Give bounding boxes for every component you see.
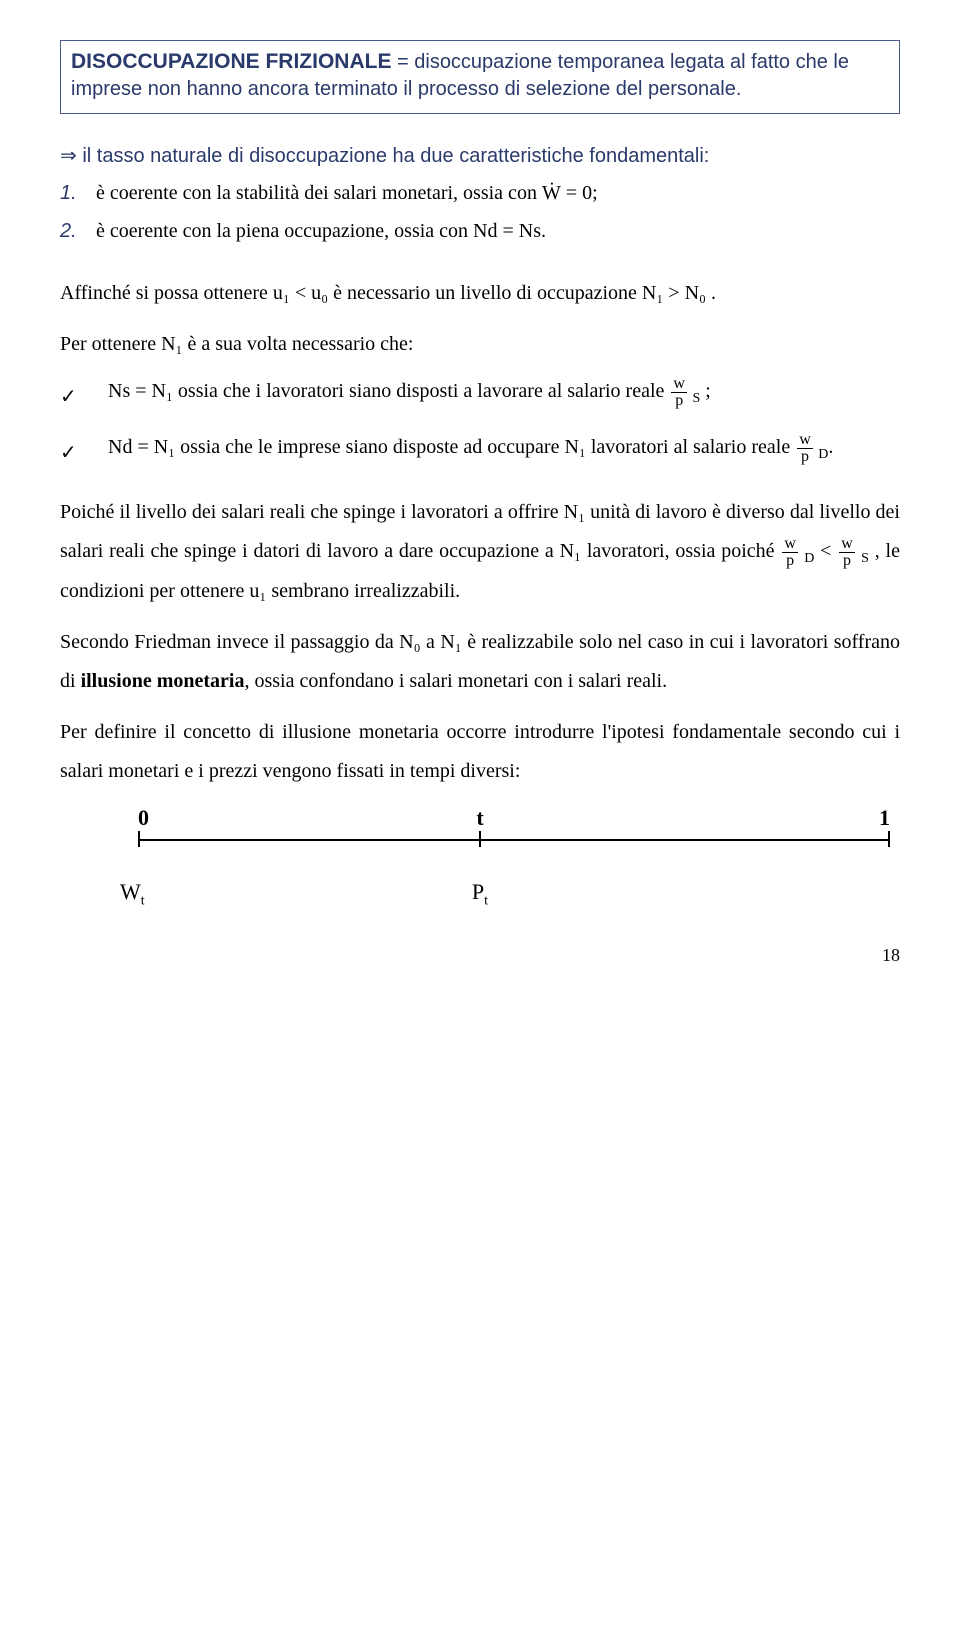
paragraph: Secondo Friedman invece il passaggio da … — [60, 623, 900, 701]
list-item: 1. è coerente con la stabilità dei salar… — [60, 174, 900, 212]
fraction-icon: wp — [782, 536, 798, 569]
fraction-icon: wp — [797, 432, 813, 465]
paragraph-text: < — [814, 540, 837, 562]
check-icon: ✓ — [60, 434, 77, 473]
subscript: S — [857, 551, 869, 566]
timeline-line — [138, 839, 890, 841]
timeline-diagram: 0 t 1 Wt Pt — [60, 805, 900, 915]
check-text: Ns = N₁ ossia che i lavoratori siano dis… — [108, 380, 669, 402]
w-dot-symbol: Ẇ — [542, 182, 561, 204]
fraction-icon: wp — [839, 536, 855, 569]
check-text: Nd = N₁ ossia che le imprese siano dispo… — [108, 436, 795, 458]
timeline-tick — [888, 831, 890, 847]
subscript: D — [815, 447, 829, 462]
timeline-label: 0 — [138, 805, 149, 831]
check-text: ; — [700, 380, 711, 402]
list-text: è coerente con la stabilità dei salari m… — [96, 182, 542, 204]
list-number: 2. — [60, 212, 77, 250]
definition-title: DISOCCUPAZIONE FRIZIONALE — [71, 50, 391, 73]
numbered-list: 1. è coerente con la stabilità dei salar… — [60, 174, 900, 250]
list-number: 1. — [60, 174, 77, 212]
paragraph: Poiché il livello dei salari reali che s… — [60, 493, 900, 611]
timeline-math: Wt — [120, 879, 145, 909]
check-icon: ✓ — [60, 378, 77, 417]
subscript: S — [689, 391, 700, 406]
fraction-icon: wp — [671, 376, 687, 409]
check-item: ✓ Nd = N₁ ossia che le imprese siano dis… — [60, 428, 900, 468]
check-text: . — [828, 436, 833, 458]
list-text: è coerente con la piena occupazione, oss… — [96, 220, 546, 242]
timeline-label: t — [476, 805, 483, 831]
definition-box: DISOCCUPAZIONE FRIZIONALE = disoccupazio… — [60, 40, 900, 114]
paragraph-text: Poiché il livello dei salari reali che s… — [60, 501, 900, 562]
list-text: = 0; — [561, 182, 598, 204]
subscript: D — [800, 551, 814, 566]
list-item: 2. è coerente con la piena occupazione, … — [60, 212, 900, 250]
check-item: ✓ Ns = N₁ ossia che i lavoratori siano d… — [60, 372, 900, 412]
timeline-tick — [479, 831, 481, 847]
bold-term: illusione monetaria — [81, 670, 245, 692]
paragraph: Per definire il concetto di illusione mo… — [60, 713, 900, 791]
paragraph-text: , ossia confondano i salari monetari con… — [244, 670, 667, 692]
intro-line: ⇒ il tasso naturale di disoccupazione ha… — [60, 142, 900, 170]
page-number: 18 — [60, 945, 900, 966]
timeline-math: Pt — [472, 879, 488, 909]
timeline-label: 1 — [879, 805, 890, 831]
timeline-tick — [138, 831, 140, 847]
paragraph: Affinché si possa ottenere u₁ < u₀ è nec… — [60, 274, 900, 313]
check-list: ✓ Ns = N₁ ossia che i lavoratori siano d… — [60, 372, 900, 469]
paragraph: Per ottenere N₁ è a sua volta necessario… — [60, 325, 900, 364]
